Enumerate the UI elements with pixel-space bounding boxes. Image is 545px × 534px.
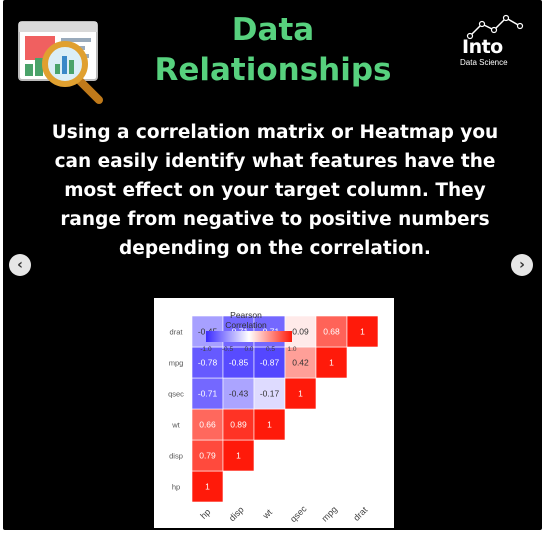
- chevron-left-icon: ‹: [17, 258, 23, 272]
- heatmap-value-hp-mpg: -0.78: [198, 358, 218, 368]
- brand-name: Into: [462, 36, 503, 58]
- y-tick-label-disp: disp: [169, 452, 183, 461]
- heatmap-value-qsec-drat: 0.09: [292, 327, 309, 337]
- heatmap-value-hp-qsec: -0.71: [198, 389, 218, 399]
- y-tick-label-wt: wt: [171, 421, 180, 430]
- y-tick-label-drat: drat: [170, 328, 184, 337]
- slide: Data Relationships Into Data Science Usi…: [3, 0, 542, 530]
- heatmap-value-mpg-mpg: 1: [329, 358, 334, 368]
- magnifier-chart-icon: [17, 16, 109, 104]
- x-tick-label-hp: hp: [198, 507, 212, 521]
- heatmap-value-hp-hp: 1: [205, 482, 210, 492]
- title-line-2: Relationships: [143, 50, 403, 90]
- prev-slide-button[interactable]: ‹: [9, 254, 31, 276]
- legend-title-line-1: Pearson: [230, 310, 262, 320]
- heatmap-value-disp-wt: 0.89: [230, 420, 247, 430]
- heatmap-value-disp-disp: 1: [236, 451, 241, 461]
- legend-tick-0: -1.0: [200, 346, 212, 353]
- heatmap-card: 10.790.66-0.71-0.78-0.4510.89-0.43-0.85-…: [154, 298, 394, 528]
- heatmap-value-hp-disp: 0.79: [199, 451, 216, 461]
- x-tick-label-qsec: qsec: [288, 503, 309, 524]
- heatmap-value-mpg-drat: 0.68: [323, 327, 340, 337]
- y-tick-label-qsec: qsec: [168, 390, 184, 399]
- legend-title-line-2: Correlation: [225, 320, 267, 330]
- y-tick-label-hp: hp: [172, 483, 180, 492]
- legend-tick-4: 1.0: [287, 346, 296, 353]
- heatmap-value-wt-qsec: -0.17: [260, 389, 280, 399]
- next-slide-button[interactable]: ›: [511, 254, 533, 276]
- x-tick-label-drat: drat: [351, 505, 369, 523]
- brand-logo: Into Data Science: [458, 14, 528, 70]
- heatmap-value-disp-mpg: -0.85: [229, 358, 249, 368]
- page-title: Data Relationships: [143, 10, 403, 90]
- heatmap-value-hp-wt: 0.66: [199, 420, 216, 430]
- legend-tick-1: -0.5: [222, 346, 234, 353]
- title-line-1: Data: [143, 10, 403, 50]
- y-tick-label-mpg: mpg: [169, 359, 184, 368]
- heatmap-value-qsec-qsec: 1: [298, 389, 303, 399]
- x-tick-label-wt: wt: [260, 507, 274, 521]
- x-tick-label-mpg: mpg: [320, 504, 339, 523]
- heatmap-value-wt-wt: 1: [267, 420, 272, 430]
- heatmap-value-qsec-mpg: 0.42: [292, 358, 309, 368]
- correlation-heatmap: 10.790.66-0.71-0.78-0.4510.89-0.43-0.85-…: [154, 298, 394, 528]
- x-tick-label-disp: disp: [227, 505, 246, 524]
- legend-color-bar: [206, 331, 292, 342]
- chevron-right-icon: ›: [519, 258, 525, 272]
- legend-tick-3: 0.5: [266, 346, 275, 353]
- legend-tick-2: 0.0: [244, 346, 253, 353]
- heatmap-value-wt-mpg: -0.87: [260, 358, 280, 368]
- heatmap-value-drat-drat: 1: [360, 327, 365, 337]
- heatmap-value-disp-qsec: -0.43: [229, 389, 249, 399]
- body-paragraph: Using a correlation matrix or Heatmap yo…: [41, 118, 509, 263]
- brand-subtitle: Data Science: [460, 58, 508, 67]
